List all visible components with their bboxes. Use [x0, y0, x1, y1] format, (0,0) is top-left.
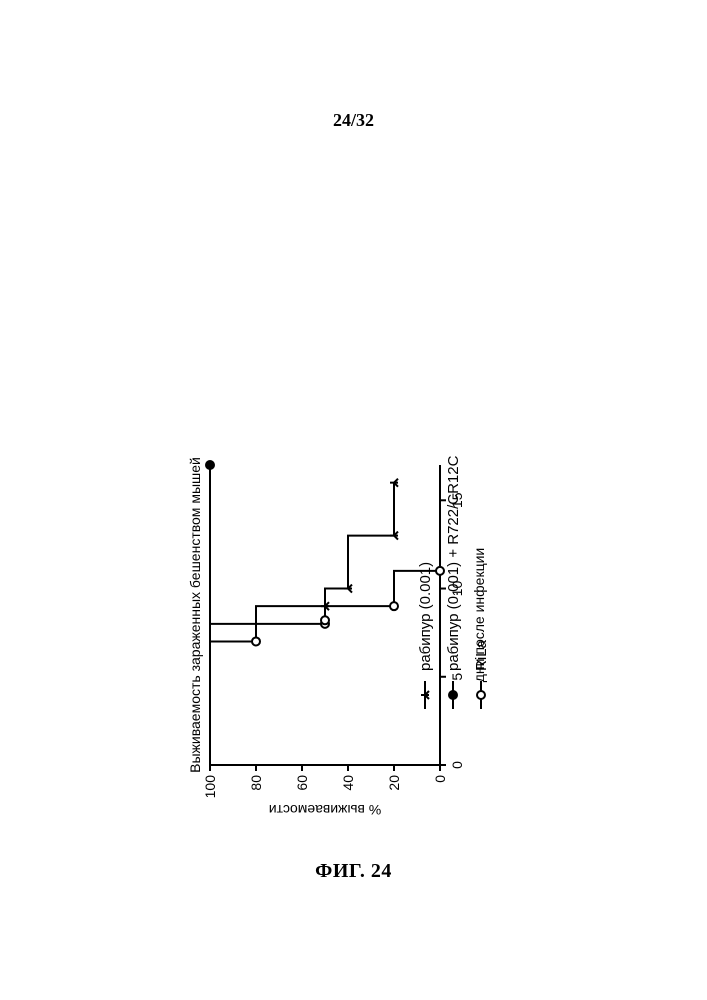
chart-title: Выживаемость зараженных бешенством мышей [187, 457, 203, 773]
series-marker-2 [390, 602, 398, 610]
y-axis-label: % выживаемости [269, 802, 382, 818]
legend-label: рабипур (0.001) + R722/CR12C [445, 455, 462, 671]
chart-root: 051015020406080100дни после инфекции% вы… [187, 457, 487, 818]
legend-item: рабипур (0.001) + R722/CR12C [445, 455, 462, 709]
legend-marker [477, 691, 485, 699]
legend-marker [449, 691, 457, 699]
y-tick-label: 100 [202, 775, 218, 799]
y-tick-label: 40 [340, 775, 356, 791]
legend-item: рабипур (0.001) [417, 562, 434, 709]
y-tick-label: 80 [248, 775, 264, 791]
legend-label: рабипур (0.001) [417, 562, 434, 671]
series-marker-2 [252, 637, 260, 645]
x-tick-label: 0 [449, 761, 465, 769]
legend-label: RiLa [473, 639, 490, 671]
y-tick-label: 60 [294, 775, 310, 791]
page: 24/32 051015020406080100дни после инфекц… [0, 0, 707, 1000]
y-tick-label: 0 [432, 775, 448, 783]
y-tick-label: 20 [386, 775, 402, 791]
page-number: 24/32 [0, 110, 707, 131]
x-tick-label: 5 [449, 673, 465, 681]
survival-chart: 051015020406080100дни после инфекции% вы… [0, 140, 707, 840]
series-marker-1 [206, 461, 214, 469]
figure-label: ФИГ. 24 [0, 860, 707, 883]
series-marker-2 [321, 616, 329, 624]
series-marker-2 [436, 567, 444, 575]
